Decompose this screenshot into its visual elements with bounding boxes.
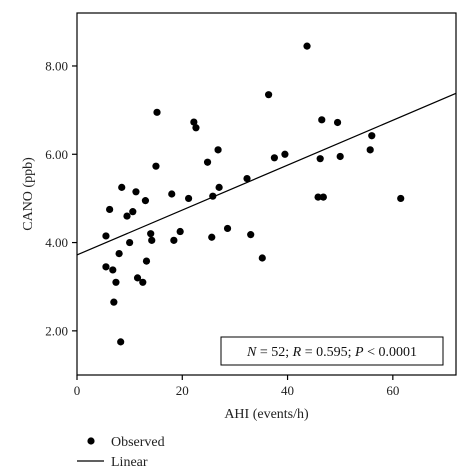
stats-n-label: N: [246, 345, 257, 360]
x-tick-label: 40: [281, 383, 294, 398]
x-axis-label: AHI (events/h): [224, 407, 309, 422]
data-point: [115, 249, 123, 258]
data-point: [281, 150, 289, 158]
stats-n-value: = 52;: [256, 345, 292, 360]
x-tick-label: 0: [74, 383, 81, 398]
regression-line: [77, 92, 456, 256]
data-point: [102, 263, 110, 271]
data-point: [109, 266, 117, 274]
stats-r-label: R: [292, 345, 302, 360]
data-point: [168, 190, 176, 198]
stats-box: [220, 336, 444, 366]
data-point: [118, 183, 126, 191]
data-point: [215, 183, 223, 191]
y-tick-label: 8.00: [45, 58, 68, 73]
data-point: [170, 236, 178, 244]
data-point: [258, 254, 266, 262]
stats-p-value: < 0.0001: [364, 345, 417, 360]
legend-observed-label: Observed: [111, 435, 165, 450]
data-point: [190, 118, 198, 126]
plot-frame: [76, 12, 457, 376]
data-point: [303, 42, 311, 50]
data-point: [366, 146, 374, 154]
x-tick-label: 20: [176, 383, 189, 398]
data-point: [126, 238, 134, 247]
data-point: [223, 224, 232, 233]
data-point: [152, 162, 160, 170]
legend-observed-marker: [87, 437, 95, 445]
data-point: [123, 212, 131, 220]
data-point: [247, 231, 255, 239]
y-tick-label: 2.00: [45, 323, 68, 338]
data-point: [368, 132, 376, 140]
data-point: [133, 274, 142, 282]
data-point: [176, 227, 184, 236]
data-point: [397, 194, 405, 203]
data-point: [314, 193, 322, 201]
data-point: [139, 278, 147, 286]
data-point: [319, 193, 327, 201]
y-axis-label: CANO (ppb): [21, 157, 36, 231]
legend-linear-label: Linear: [111, 455, 148, 470]
data-point: [318, 116, 326, 124]
data-point: [148, 236, 156, 244]
data-point: [110, 298, 118, 306]
data-point: [132, 188, 140, 196]
data-point: [243, 174, 251, 183]
data-point: [214, 146, 222, 154]
data-point: [333, 118, 342, 127]
y-tick-label: 4.00: [45, 235, 68, 250]
data-point: [209, 192, 217, 200]
data-point: [142, 257, 151, 265]
y-tick-label: 6.00: [45, 147, 68, 162]
data-point: [129, 208, 137, 216]
data-point: [147, 230, 155, 238]
data-point: [270, 154, 278, 162]
stats-annotation: N = 52; R = 0.595; P < 0.0001: [246, 345, 417, 360]
data-point: [112, 278, 120, 286]
data-point: [117, 338, 125, 346]
x-tick-label: 60: [386, 383, 399, 398]
data-point: [102, 232, 110, 240]
stats-p-label: P: [354, 345, 364, 360]
data-point: [153, 108, 161, 116]
legend: Observed Linear: [77, 435, 165, 470]
data-point: [316, 155, 324, 163]
data-point: [203, 158, 212, 166]
data-point: [192, 124, 200, 132]
data-point: [336, 152, 344, 161]
data-point: [141, 197, 150, 205]
data-point: [208, 233, 216, 241]
data-point: [184, 194, 193, 203]
data-point: [265, 91, 273, 99]
stats-r-value: = 0.595;: [301, 345, 355, 360]
data-point: [106, 205, 114, 214]
